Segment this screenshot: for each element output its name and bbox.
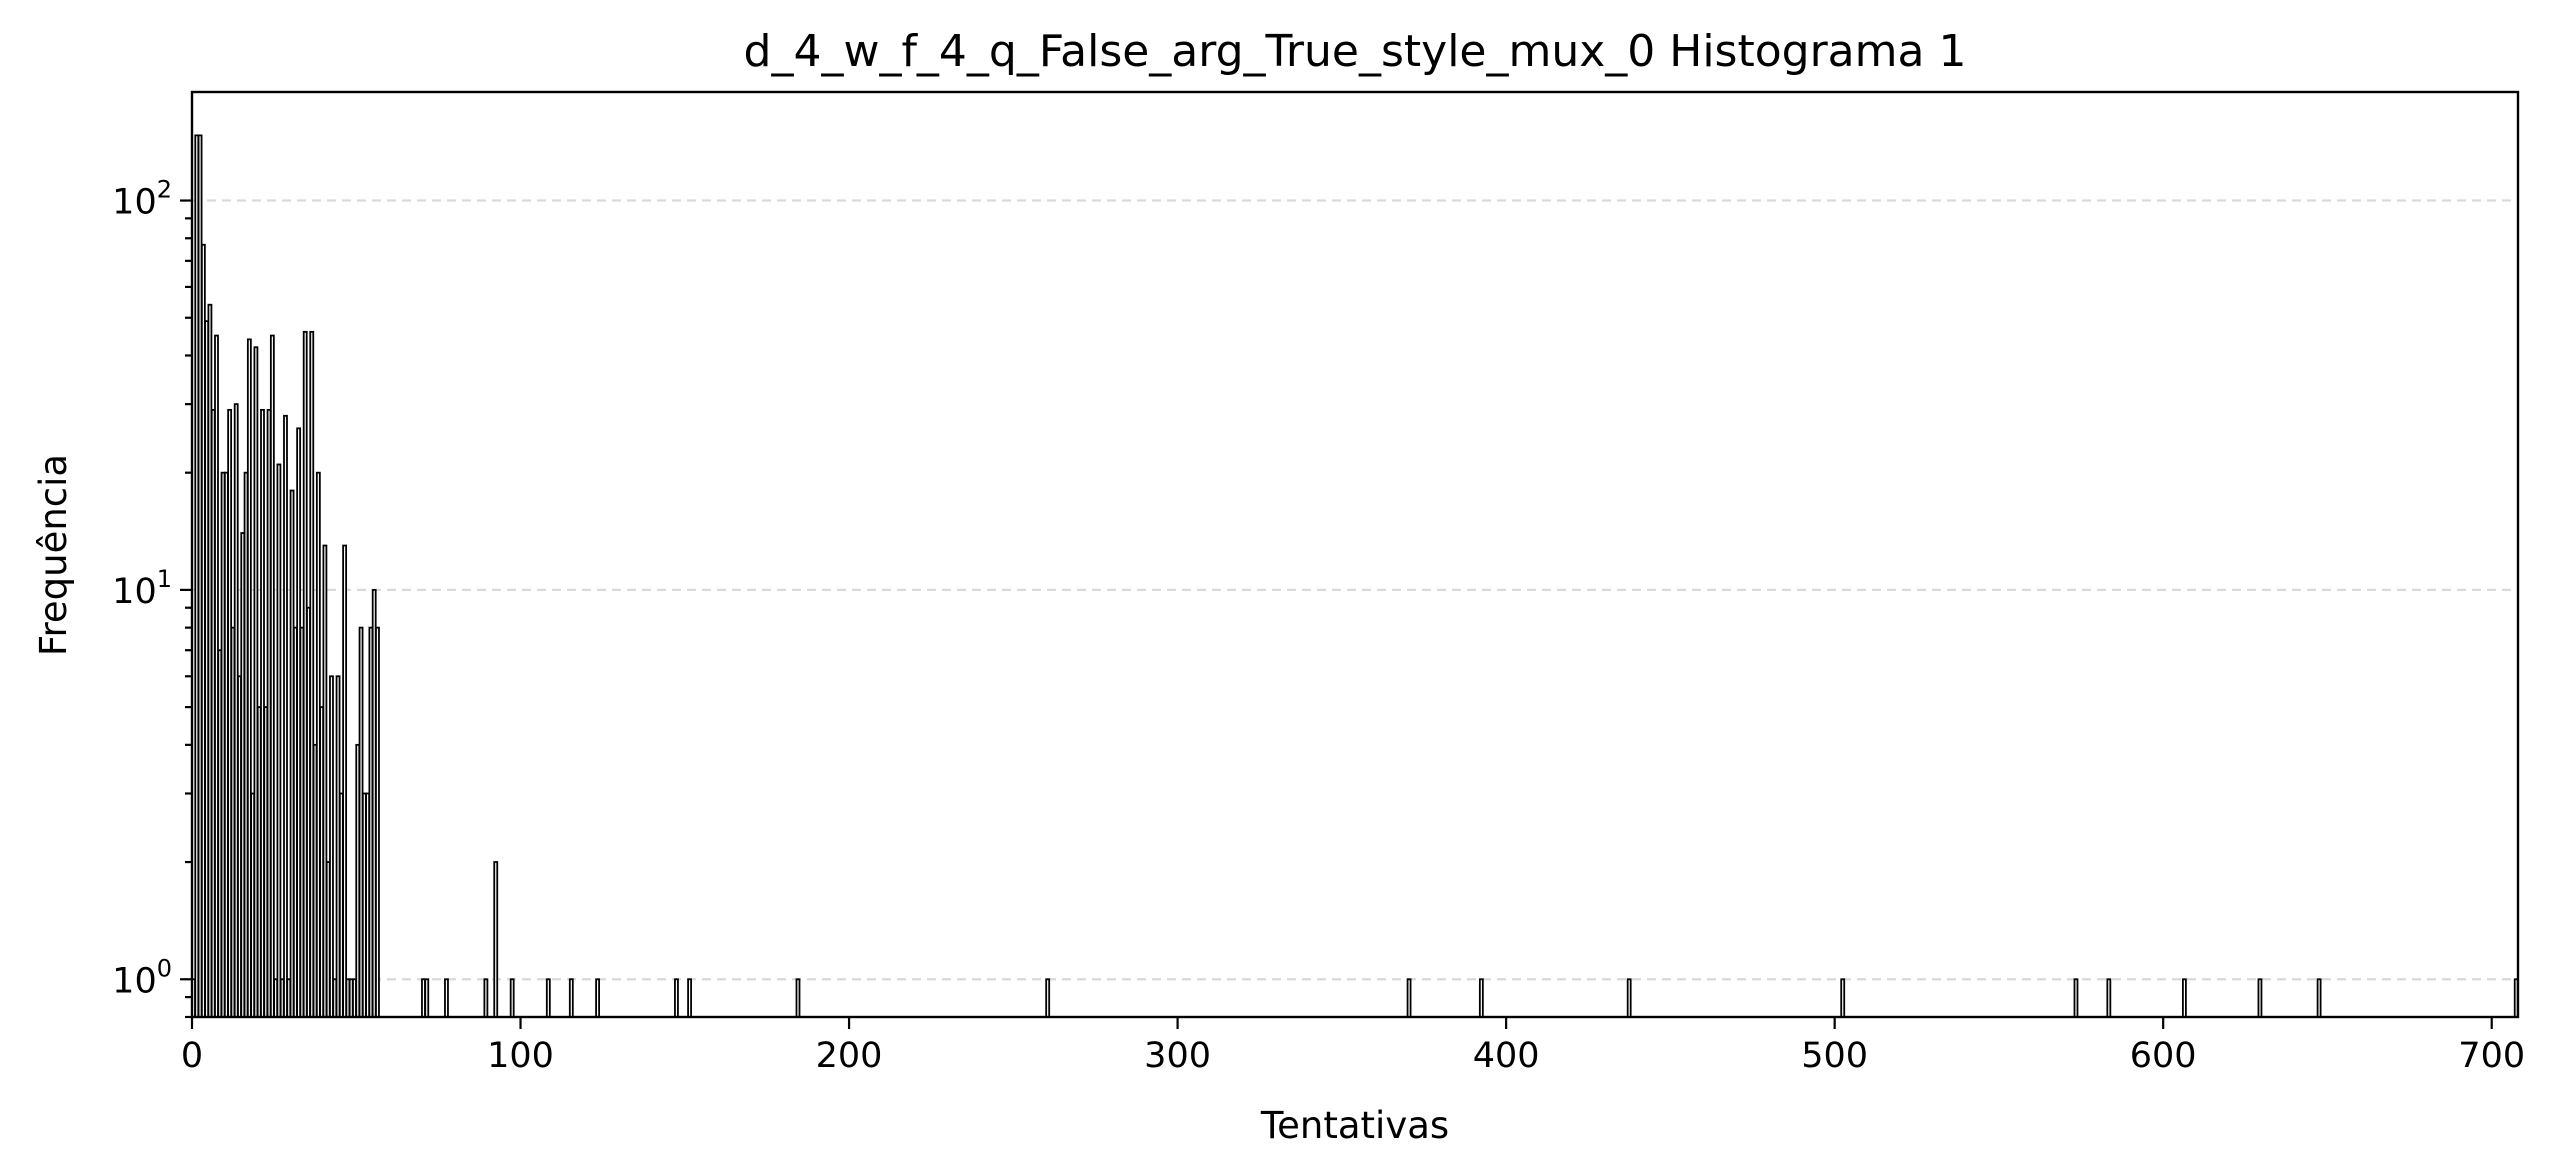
x-axis-label: Tentativas <box>1260 1104 1449 1147</box>
y-tick-label: 102 <box>112 176 172 223</box>
x-tick-label: 500 <box>1801 1036 1868 1076</box>
histogram-bar <box>424 978 430 1018</box>
x-tick-label: 700 <box>2458 1036 2525 1076</box>
plot-frame <box>190 90 2520 1019</box>
histogram-bar <box>444 978 449 1018</box>
histogram-bar <box>329 675 334 1018</box>
y-tick-label: 100 <box>112 954 172 1001</box>
histogram-bar <box>2257 978 2263 1018</box>
x-tick-label: 200 <box>816 1036 883 1076</box>
x-tick-label: 0 <box>181 1036 203 1076</box>
histogram-bar <box>1840 978 1846 1018</box>
y-tick-label-base: 10 <box>112 183 157 223</box>
histogram-bar <box>283 414 288 1018</box>
histogram-bar <box>545 978 551 1018</box>
y-tick-label: 101 <box>112 565 172 612</box>
histogram-bar <box>493 861 499 1018</box>
histogram-bar <box>509 978 515 1018</box>
gridlines <box>192 199 2518 981</box>
x-tick-label: 300 <box>1144 1036 1211 1076</box>
y-tick-label-base: 10 <box>112 572 157 612</box>
histogram-bar <box>595 978 600 1018</box>
histogram-bar <box>2073 978 2079 1018</box>
histogram-bar <box>674 978 679 1018</box>
histogram-bar <box>375 626 380 1018</box>
y-axis-label: Frequência <box>32 454 75 656</box>
histogram-bar <box>1406 978 1412 1018</box>
y-tick-label-exponent: 2 <box>157 176 172 204</box>
histogram-bar <box>1478 978 1484 1018</box>
y-tick-label-base: 10 <box>112 961 157 1001</box>
x-tick-label: 600 <box>2130 1036 2197 1076</box>
histogram-bar <box>2181 978 2187 1018</box>
histogram-bar <box>568 978 574 1018</box>
histogram-bar <box>2106 978 2112 1018</box>
histogram-bar <box>1626 978 1632 1018</box>
histogram-bar <box>276 463 282 1018</box>
histogram-bar <box>687 978 692 1018</box>
chart-title: d_4_w_f_4_q_False_arg_True_style_mux_0 H… <box>744 26 1967 77</box>
histogram-bar <box>2316 978 2322 1018</box>
x-tick-label: 100 <box>487 1036 554 1076</box>
x-tick-label: 400 <box>1473 1036 1540 1076</box>
histogram-bar <box>269 334 275 1018</box>
histogram-bar <box>1045 978 1051 1018</box>
histogram-bar <box>483 978 489 1018</box>
histogram-bar <box>795 978 801 1018</box>
histogram-bar <box>342 544 348 1018</box>
x-axis-ticks: 0 100 200 300 400 500 600 700 <box>181 1017 2525 1076</box>
y-tick-label-exponent: 1 <box>157 565 172 593</box>
y-tick-label-exponent: 0 <box>157 954 172 982</box>
